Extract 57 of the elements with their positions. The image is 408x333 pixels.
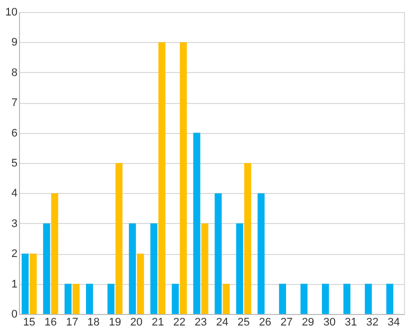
bar bbox=[22, 254, 29, 314]
bar bbox=[322, 284, 329, 314]
x-tick-label: 18 bbox=[87, 316, 100, 328]
x-tick-label: 34 bbox=[388, 316, 400, 328]
x-tick-label: 31 bbox=[344, 316, 358, 328]
x-tick-label: 23 bbox=[194, 316, 207, 328]
y-tick-label: 1 bbox=[11, 278, 18, 290]
bar bbox=[180, 42, 187, 314]
bar bbox=[51, 193, 58, 314]
x-tick-label: 16 bbox=[44, 316, 57, 328]
y-tick-label: 9 bbox=[11, 36, 18, 49]
y-tick-label: 4 bbox=[11, 188, 18, 200]
bar bbox=[72, 284, 80, 314]
x-tick-label: 22 bbox=[173, 316, 186, 328]
y-tick-label: 5 bbox=[11, 158, 18, 170]
bar bbox=[30, 254, 37, 314]
y-tick-label: 3 bbox=[11, 218, 18, 230]
bar bbox=[201, 223, 208, 314]
y-tick-label: 10 bbox=[5, 6, 18, 18]
bar bbox=[244, 163, 252, 314]
bar bbox=[116, 163, 123, 314]
bar bbox=[172, 284, 179, 314]
bar bbox=[150, 223, 158, 314]
y-tick-label: 2 bbox=[11, 248, 18, 260]
bar bbox=[64, 284, 72, 314]
bar bbox=[222, 284, 230, 314]
x-tick-label: 19 bbox=[108, 316, 122, 328]
x-tick-label: 24 bbox=[216, 316, 228, 328]
bar bbox=[343, 284, 350, 314]
bar bbox=[364, 284, 372, 314]
x-tick-label: 30 bbox=[323, 316, 336, 328]
x-tick-label: 20 bbox=[130, 316, 143, 328]
y-tick-label: 6 bbox=[11, 127, 18, 140]
bar bbox=[193, 132, 200, 314]
bar bbox=[214, 193, 222, 314]
bar bbox=[279, 284, 286, 314]
bar bbox=[128, 223, 136, 314]
bar bbox=[136, 254, 144, 314]
x-tick-label: 15 bbox=[23, 316, 36, 328]
bar bbox=[258, 193, 265, 314]
x-tick-label: 27 bbox=[280, 316, 293, 328]
bar bbox=[43, 223, 50, 314]
bar bbox=[300, 284, 308, 314]
x-tick-label: 26 bbox=[258, 316, 272, 328]
x-tick-label: 21 bbox=[152, 316, 164, 328]
y-tick-label: 7 bbox=[11, 97, 18, 110]
bar bbox=[86, 284, 94, 314]
y-tick-label: 8 bbox=[11, 66, 18, 79]
x-tick-label: 25 bbox=[238, 316, 250, 328]
x-tick-label: 17 bbox=[66, 316, 78, 328]
bar bbox=[386, 284, 394, 314]
bar bbox=[236, 223, 244, 314]
x-tick-label: 29 bbox=[302, 316, 314, 328]
y-tick-label: 0 bbox=[11, 308, 18, 320]
x-tick-label: 32 bbox=[366, 316, 378, 328]
bar bbox=[158, 42, 166, 314]
bar bbox=[107, 284, 114, 314]
